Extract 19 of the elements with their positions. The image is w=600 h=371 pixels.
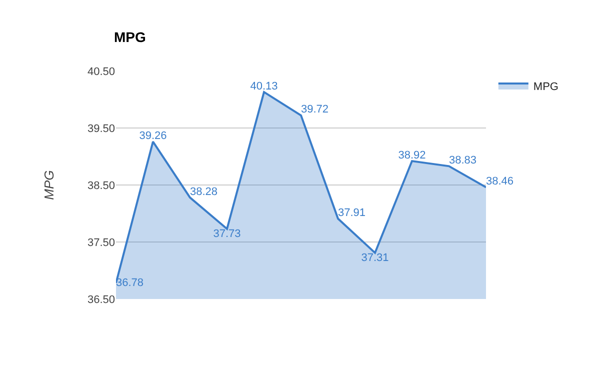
y-tick-label: 38.50	[87, 180, 115, 192]
data-label: 39.26	[139, 130, 167, 142]
legend-label: MPG	[533, 80, 558, 93]
data-label: 38.28	[190, 186, 218, 198]
y-tick-label: 37.50	[87, 236, 115, 249]
data-label: 40.13	[250, 80, 278, 92]
y-axis-title: MPG	[41, 170, 56, 200]
data-label: 39.72	[301, 104, 329, 116]
data-label: 37.31	[361, 252, 389, 264]
y-tick-label: 40.50	[87, 66, 115, 78]
data-label: 37.73	[213, 228, 241, 240]
data-label: 36.78	[116, 276, 144, 289]
data-label: 37.91	[338, 206, 366, 219]
chart-title: MPG	[114, 29, 146, 45]
y-tick-label: 36.50	[87, 294, 115, 306]
data-label: 38.46	[486, 176, 514, 188]
data-label: 38.92	[398, 149, 426, 162]
y-tick-label: 39.50	[87, 122, 115, 135]
data-label: 38.83	[449, 154, 477, 166]
